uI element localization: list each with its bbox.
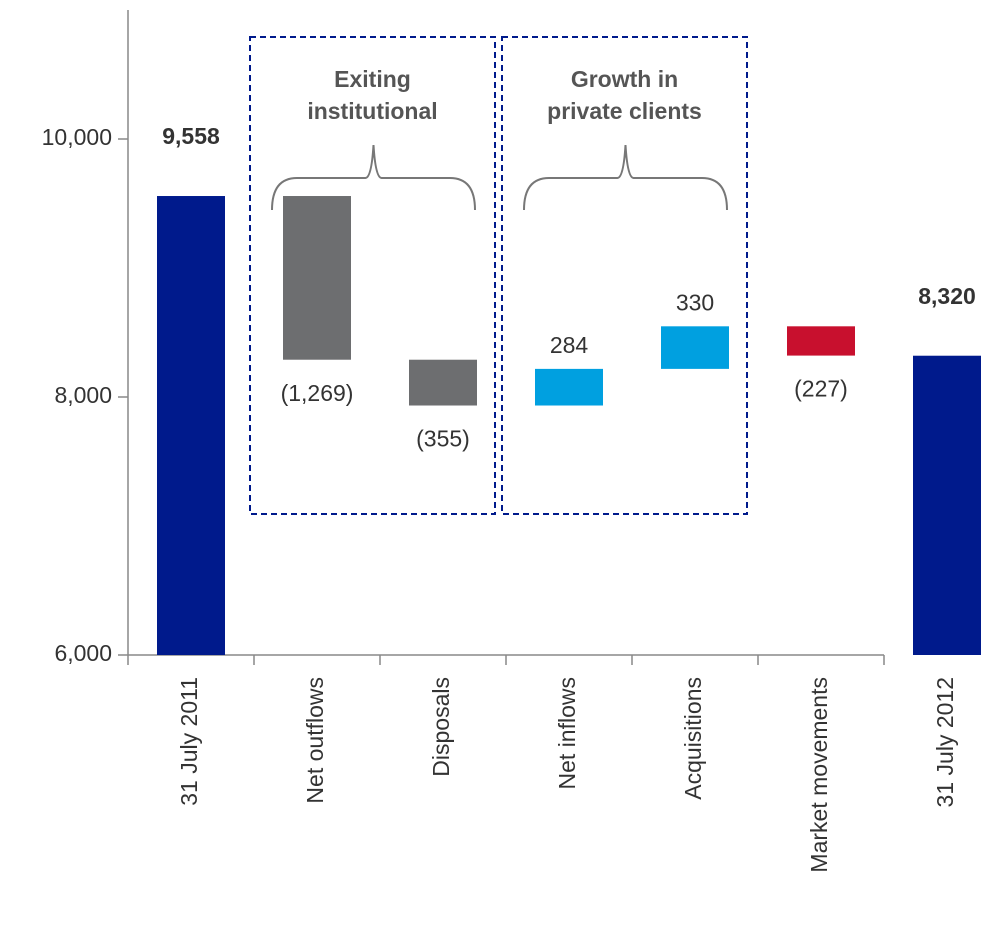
x-tick-label: Net outflows — [302, 677, 328, 804]
bar — [913, 355, 981, 655]
y-tick-label: 8,000 — [54, 382, 112, 408]
value-label: (355) — [416, 426, 470, 452]
value-label: 8,320 — [918, 283, 976, 309]
value-label: (227) — [794, 376, 848, 402]
bar — [661, 326, 729, 369]
group-brace — [271, 144, 476, 211]
y-tick-label: 10,000 — [42, 124, 112, 150]
bar — [157, 196, 225, 655]
x-tick-label: 31 July 2011 — [176, 677, 202, 806]
group-brace — [523, 144, 728, 211]
group-box — [501, 36, 748, 515]
bar — [409, 359, 477, 406]
x-tick-label: Net inflows — [554, 677, 580, 789]
bar — [535, 368, 603, 406]
group-box — [249, 36, 496, 515]
value-label: (1,269) — [281, 380, 354, 406]
x-tick-label: Disposals — [428, 677, 454, 777]
y-tick-label: 6,000 — [54, 640, 112, 666]
x-tick-label: 31 July 2012 — [932, 677, 958, 807]
group-label: Growth in private clients — [547, 66, 702, 124]
x-tick-label: Acquisitions — [680, 677, 706, 800]
x-tick-label: Market movements — [806, 677, 832, 873]
value-label: 9,558 — [162, 123, 220, 149]
group-label: Exiting institutional — [307, 66, 438, 124]
value-label: 284 — [550, 332, 589, 358]
bar — [787, 326, 855, 356]
bar — [283, 196, 351, 360]
value-label: 330 — [676, 289, 714, 315]
